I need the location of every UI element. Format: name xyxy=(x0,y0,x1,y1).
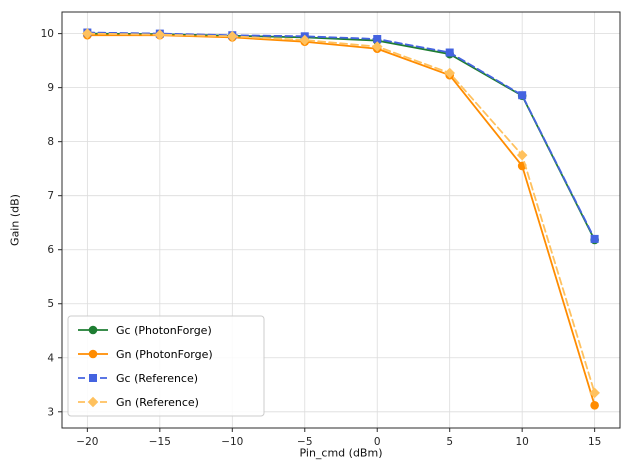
series-marker xyxy=(589,387,600,399)
legend-item-marker xyxy=(88,349,98,359)
series-marker xyxy=(154,29,166,40)
y-tick-label: 6 xyxy=(47,244,54,256)
legend-item-label: Gn (PhotonForge) xyxy=(116,348,213,361)
x-tick-label: −20 xyxy=(76,436,98,448)
legend-item-label: Gc (PhotonForge) xyxy=(116,324,212,337)
series-marker xyxy=(82,28,93,39)
x-tick-label: −15 xyxy=(149,436,171,448)
series-marker xyxy=(373,35,382,44)
legend-item-label: Gn (Reference) xyxy=(116,396,199,409)
legend-box xyxy=(67,315,265,417)
x-tick-label: 10 xyxy=(515,436,528,448)
y-tick-label: 4 xyxy=(47,352,54,364)
x-tick-label: 15 xyxy=(588,436,601,448)
y-tick-label: 9 xyxy=(47,82,54,94)
series-line xyxy=(86,31,596,240)
x-tick-label: −10 xyxy=(221,436,243,448)
x-tick-label: 5 xyxy=(446,436,453,448)
legend-item-marker xyxy=(88,325,98,335)
series-marker xyxy=(590,234,599,243)
series-marker xyxy=(371,41,383,52)
y-axis-label: Gain (dB) xyxy=(8,194,22,246)
series-marker xyxy=(226,31,238,42)
x-tick-label: 0 xyxy=(374,436,381,448)
legend-item-marker xyxy=(89,374,97,382)
series-marker xyxy=(299,34,311,46)
y-tick-label: 10 xyxy=(41,28,54,40)
axes-spines xyxy=(61,11,621,429)
series-marker xyxy=(590,401,599,410)
series-marker xyxy=(518,91,527,100)
series-marker xyxy=(516,149,528,161)
series-marker xyxy=(444,67,456,79)
series-line xyxy=(86,32,596,394)
y-tick-label: 5 xyxy=(47,298,54,310)
series-marker xyxy=(445,48,454,57)
legend-item-marker xyxy=(87,396,99,408)
y-tick-label: 3 xyxy=(47,406,54,418)
y-tick-label: 7 xyxy=(47,190,54,202)
x-axis-label: Pin_cmd (dBm) xyxy=(299,446,383,460)
x-tick-label: −5 xyxy=(297,436,312,448)
y-tick-label: 8 xyxy=(47,136,54,148)
legend-item-label: Gc (Reference) xyxy=(116,372,198,385)
